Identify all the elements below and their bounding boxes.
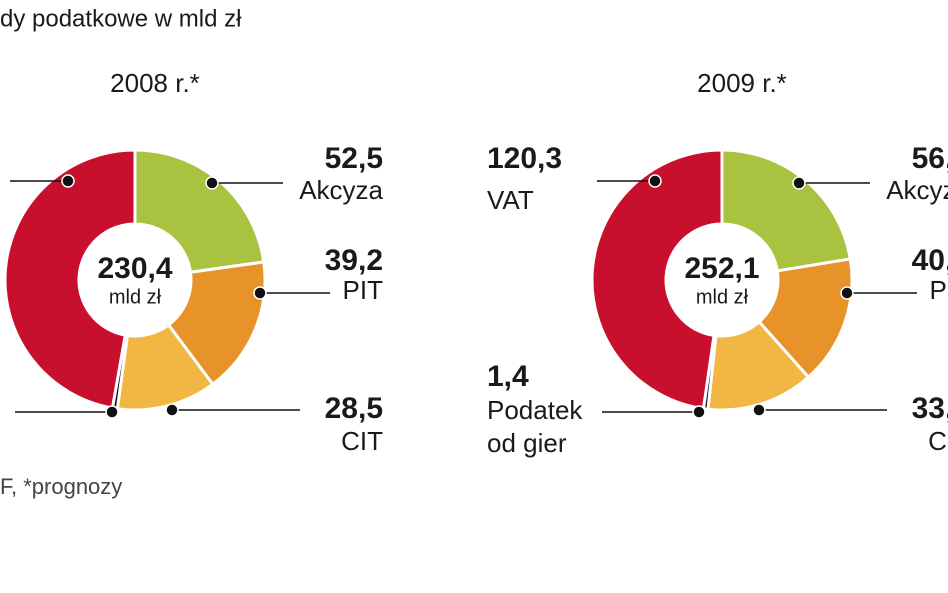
value-label: 120,3 (487, 142, 562, 175)
category-label: PIT (930, 275, 948, 305)
category-label: VAT (487, 185, 534, 215)
page-title: dy podatkowe w mld zł (0, 5, 242, 32)
donut-segment (133, 148, 266, 274)
leader-dot (105, 405, 119, 419)
value-label: 56,5 (912, 142, 948, 175)
category-label: Podatek od gier (487, 395, 583, 458)
leader-dot (692, 405, 706, 419)
value-label: 33,5 (912, 392, 948, 425)
leader-dot (752, 403, 766, 417)
leader-dot (253, 286, 267, 300)
category-label: Akcyza (299, 175, 383, 205)
category-label: Akcyza (886, 175, 948, 205)
center-total: 230,4 (97, 252, 172, 285)
category-label: CIT (341, 426, 383, 456)
value-label: 28,5 (325, 392, 383, 425)
value-label: 39,2 (325, 244, 383, 277)
donut-segment (166, 260, 267, 387)
category-label: CIT (928, 426, 948, 456)
leader-dot (792, 176, 806, 190)
donut-segment (3, 148, 137, 410)
value-label: 1,4 (487, 360, 529, 393)
chart-title: 2009 r.* (697, 68, 787, 98)
center-total: 252,1 (684, 252, 759, 285)
leader-dot (840, 286, 854, 300)
donut-segment (590, 148, 724, 411)
leader-dot (165, 403, 179, 417)
donut-segment (720, 148, 853, 273)
category-label: PIT (343, 275, 384, 305)
center-unit: mld zł (696, 286, 749, 308)
leader-dot (61, 174, 75, 188)
value-label: 40,4 (912, 244, 948, 277)
leader-dot (205, 176, 219, 190)
chart-title: 2008 r.* (110, 68, 200, 98)
source-note: F, *prognozy (0, 474, 122, 499)
value-label: 52,5 (325, 142, 383, 175)
leader-dot (648, 174, 662, 188)
center-unit: mld zł (109, 286, 162, 308)
